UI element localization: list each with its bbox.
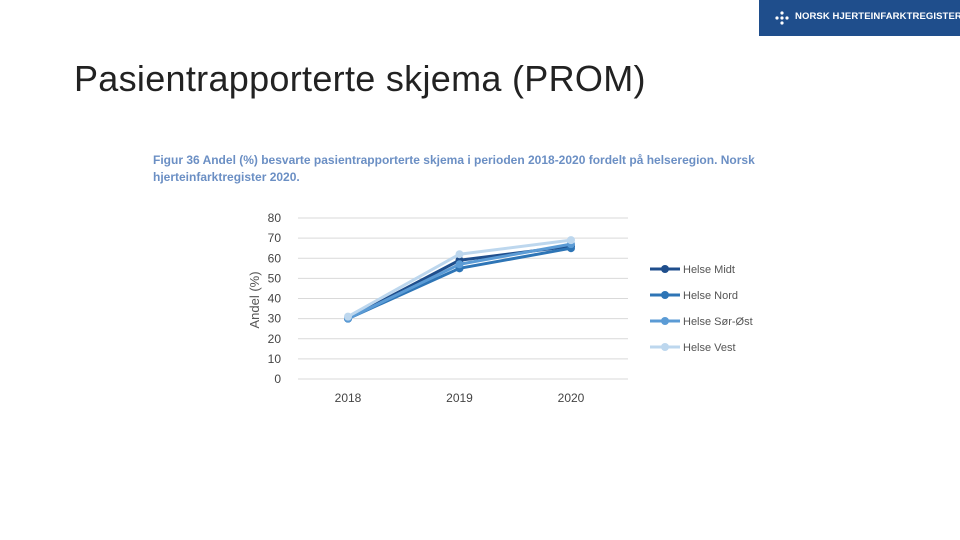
data-point xyxy=(455,260,464,269)
y-tick-label: 10 xyxy=(268,352,282,366)
logo-text: NORSK HJERTEINFARKTREGISTER xyxy=(795,11,960,22)
y-tick-label: 20 xyxy=(268,332,282,346)
figure-caption: Figur 36 Andel (%) besvarte pasientrappo… xyxy=(153,153,755,184)
data-point xyxy=(455,250,464,259)
x-tick-label: 2018 xyxy=(335,391,362,405)
y-tick-label: 0 xyxy=(274,372,281,386)
legend-label: Helse Midt xyxy=(683,264,735,276)
legend-marker xyxy=(661,317,669,325)
y-tick-label: 70 xyxy=(268,231,282,245)
y-tick-label: 80 xyxy=(268,211,282,225)
x-tick-label: 2019 xyxy=(446,391,473,405)
y-tick-label: 60 xyxy=(268,251,282,265)
dots-cross-icon xyxy=(775,11,789,25)
legend-label: Helse Vest xyxy=(683,342,736,354)
chart-legend: Helse Midt Helse Nord Helse Sør-Øst Helse V… xyxy=(650,264,753,354)
legend-label: Helse Sør-Øst xyxy=(683,316,753,328)
x-tick-labels: 2018 2019 2020 xyxy=(335,391,585,405)
x-tick-label: 2020 xyxy=(558,391,585,405)
y-tick-label: 30 xyxy=(268,312,282,326)
y-tick-label: 40 xyxy=(268,292,282,306)
legend-label: Helse Nord xyxy=(683,290,738,302)
y-axis-title: Andel (%) xyxy=(247,271,262,328)
slide-title: Pasientrapporterte skjema (PROM) xyxy=(74,58,646,99)
chart-grid xyxy=(298,217,628,380)
line-chart: 0 10 20 30 40 50 60 70 80 2018 2019 2020 Andel (%)… xyxy=(247,211,753,405)
y-tick-labels: 0 10 20 30 40 50 60 70 80 xyxy=(268,211,282,386)
brand-logo: NORSK HJERTEINFARKTREGISTER xyxy=(759,0,960,36)
data-point xyxy=(567,236,575,245)
y-tick-label: 50 xyxy=(268,271,282,285)
data-point xyxy=(344,312,352,321)
legend-marker xyxy=(661,291,669,299)
chart-series xyxy=(344,236,575,323)
legend-marker xyxy=(661,343,669,351)
legend-marker xyxy=(661,265,669,273)
